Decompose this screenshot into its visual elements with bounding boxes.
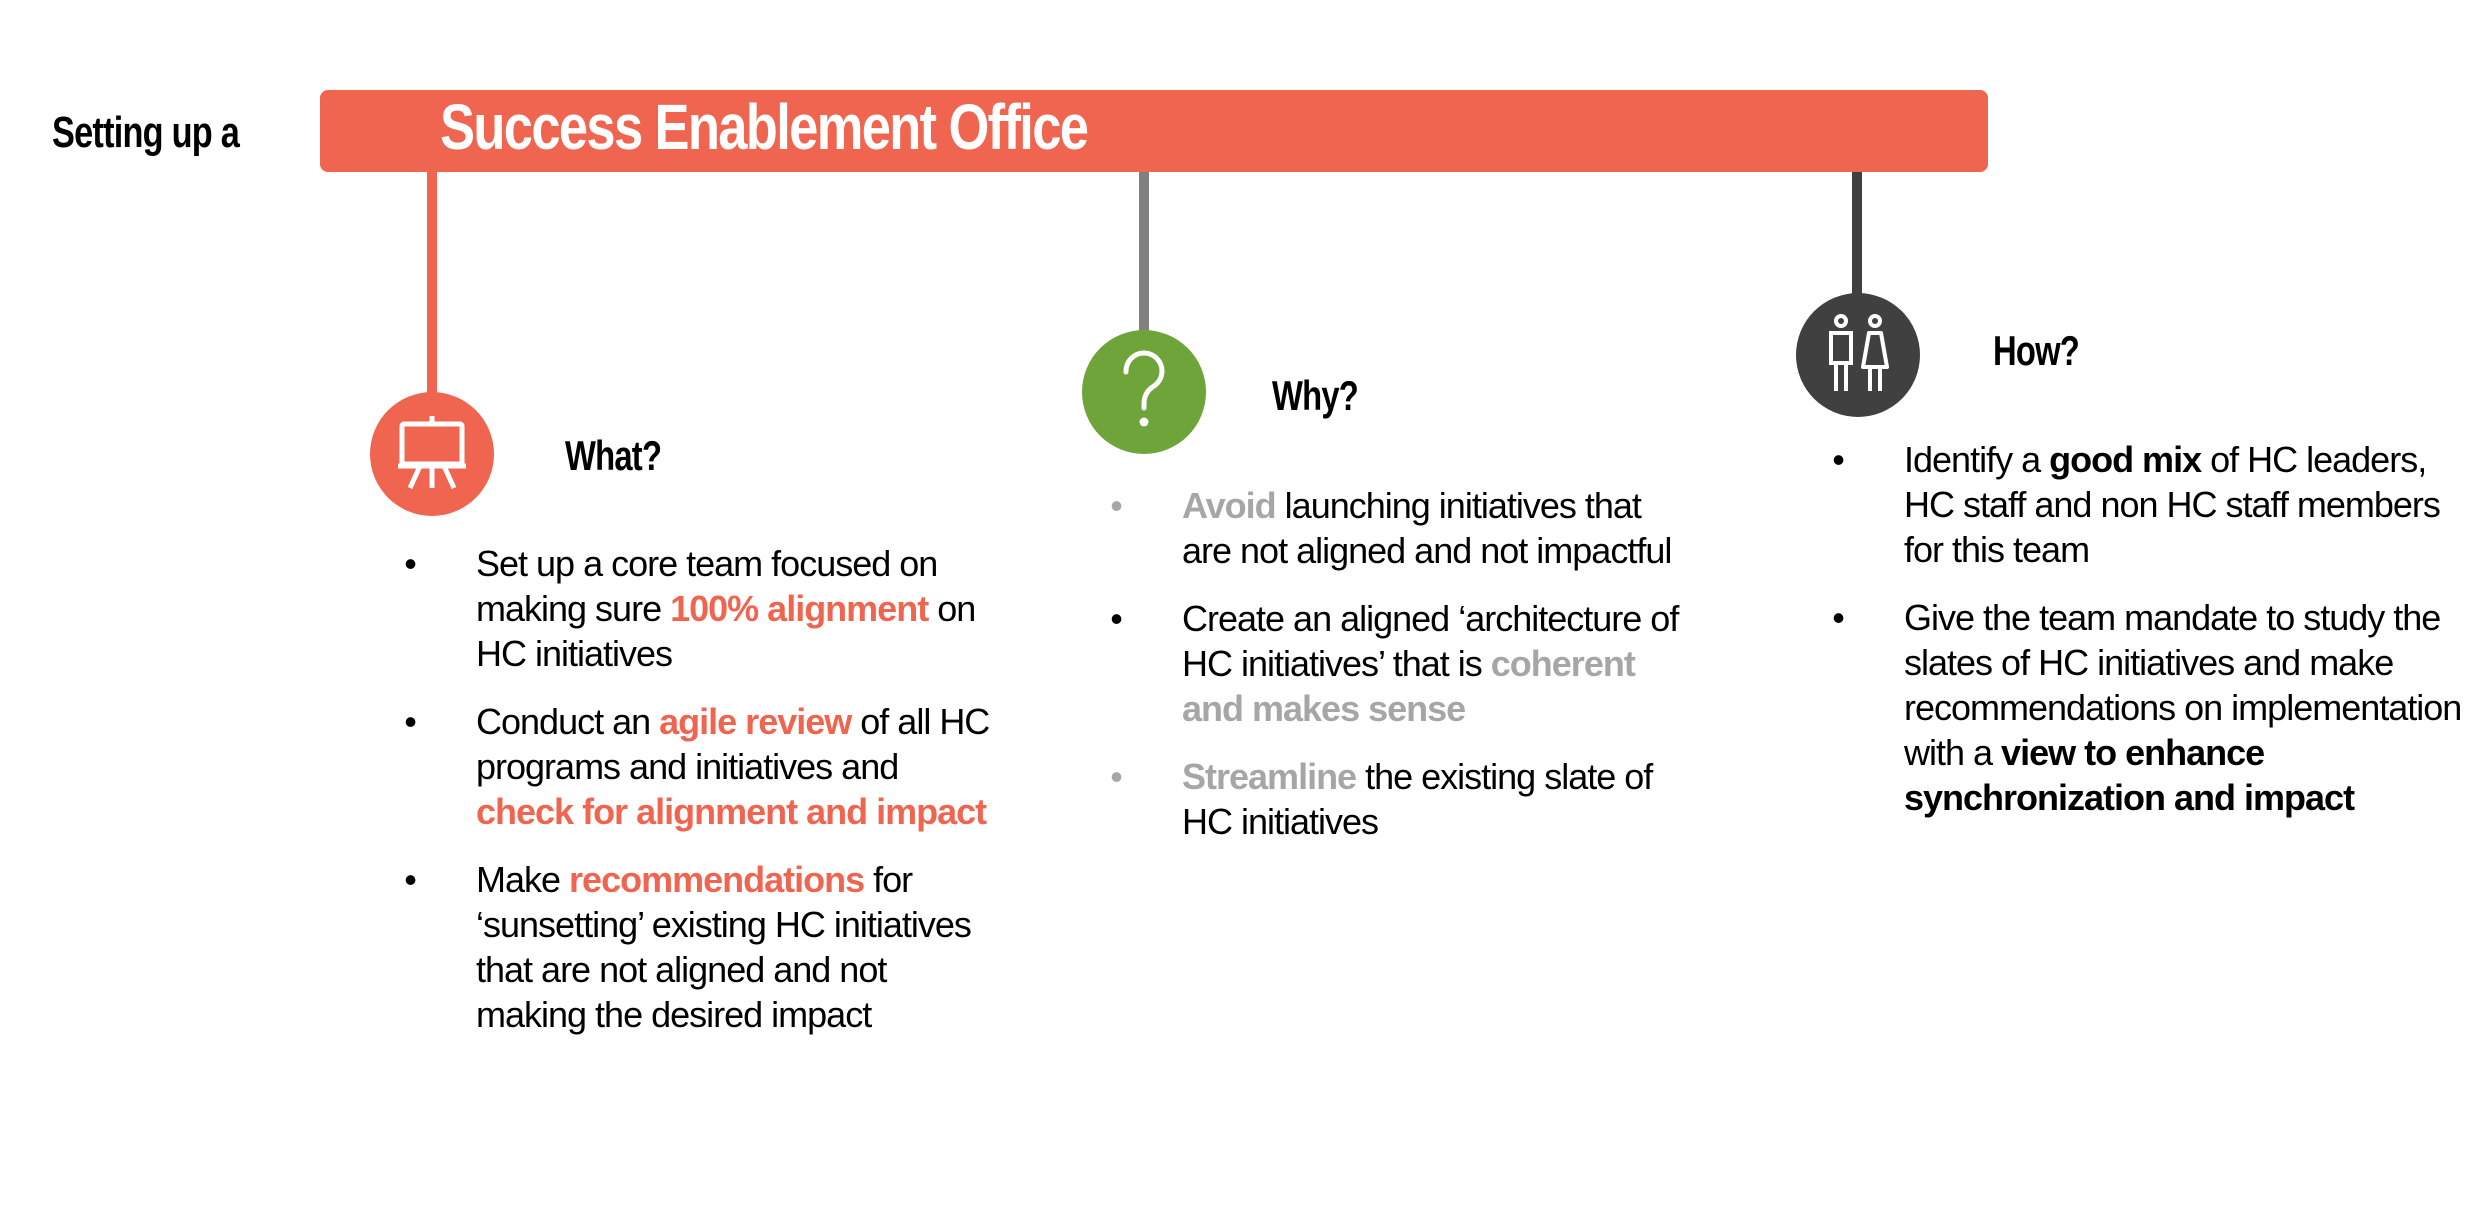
bullet-marker: • <box>404 543 417 584</box>
bullet-text: coherent and makes sense <box>1182 643 1636 729</box>
bullet-text: good mix <box>2049 439 2202 480</box>
bullet-text: on HC initiatives <box>476 588 976 674</box>
why-circle <box>1082 330 1206 454</box>
list-item: • Make recommendations for ‘sunsetting’ e… <box>400 857 1000 1037</box>
bullet-text: Create an aligned ‘architecture of HC in… <box>1182 598 1679 684</box>
how-circle <box>1796 293 1920 417</box>
what-connector <box>427 172 437 398</box>
how-bullet-list: • Identify a good mix of HC leaders, HC s… <box>1828 437 2464 843</box>
why-bullets: • Avoid launching initiatives that are no… <box>1106 483 1686 844</box>
bullet-text: of all HC programs and initiatives and <box>476 701 990 787</box>
how-heading: How? <box>1993 327 2080 374</box>
how-bullets: • Identify a good mix of HC leaders, HC s… <box>1828 437 2464 820</box>
bullet-text: view to enhance synchronization and impa… <box>1904 732 2355 818</box>
people-icon <box>1823 311 1893 400</box>
bullet-text: agile review <box>659 701 852 742</box>
slide-title-prefix: Setting up a <box>52 108 240 157</box>
title-bar <box>320 90 1988 172</box>
bullet-text: Avoid <box>1182 485 1277 526</box>
bullet-text: Conduct an <box>476 701 660 742</box>
bullet-text: for ‘sunsetting’ existing HC initiatives… <box>476 859 972 1035</box>
list-item: • Create an aligned ‘architecture of HC i… <box>1106 596 1686 731</box>
bullet-marker: • <box>1110 598 1123 639</box>
list-item: • Identify a good mix of HC leaders, HC s… <box>1828 437 2464 572</box>
bullet-text: Give the team mandate to study the slate… <box>1904 597 2462 773</box>
list-item: • Set up a core team focused on making su… <box>400 541 1000 676</box>
question-mark-icon <box>1114 348 1174 437</box>
presentation-easel-icon <box>394 412 470 497</box>
bullet-text: recommendations <box>569 859 865 900</box>
what-bullets: • Set up a core team focused on making su… <box>400 541 1000 1037</box>
what-circle <box>370 392 494 516</box>
bullet-text: 100% alignment <box>670 588 929 629</box>
why-heading: Why? <box>1272 372 1359 419</box>
what-bullet-list: • Set up a core team focused on making su… <box>400 541 1000 1060</box>
bullet-marker: • <box>1832 597 1845 638</box>
what-heading: What? <box>565 432 662 479</box>
bullet-text: Streamline <box>1182 756 1357 797</box>
list-item: • Streamline the existing slate of HC ini… <box>1106 754 1686 844</box>
list-item: • Give the team mandate to study the slat… <box>1828 595 2464 820</box>
list-item: • Avoid launching initiatives that are no… <box>1106 483 1686 573</box>
bullet-marker: • <box>404 859 417 900</box>
how-connector <box>1852 172 1862 300</box>
bullet-marker: • <box>1110 485 1123 526</box>
bullet-marker: • <box>1110 756 1123 797</box>
list-item: • Conduct an agile review of all HC progr… <box>400 699 1000 834</box>
slide-title: Success Enablement Office <box>440 91 1089 163</box>
bullet-text: of HC leaders, HC staff and non HC staff… <box>1904 439 2441 570</box>
bullet-text: Set up a core team focused on making sur… <box>476 543 938 629</box>
bullet-text: the existing slate of HC initiatives <box>1182 756 1653 842</box>
bullet-text: launching initiatives that are not align… <box>1182 485 1672 571</box>
bullet-text: Identify a <box>1904 439 2050 480</box>
bullet-text: Make <box>476 859 570 900</box>
bullet-marker: • <box>1832 439 1845 480</box>
why-connector <box>1139 172 1149 332</box>
bullet-marker: • <box>404 701 417 742</box>
bullet-text: check for alignment and impact <box>476 791 987 832</box>
why-bullet-list: • Avoid launching initiatives that are no… <box>1106 483 1686 867</box>
